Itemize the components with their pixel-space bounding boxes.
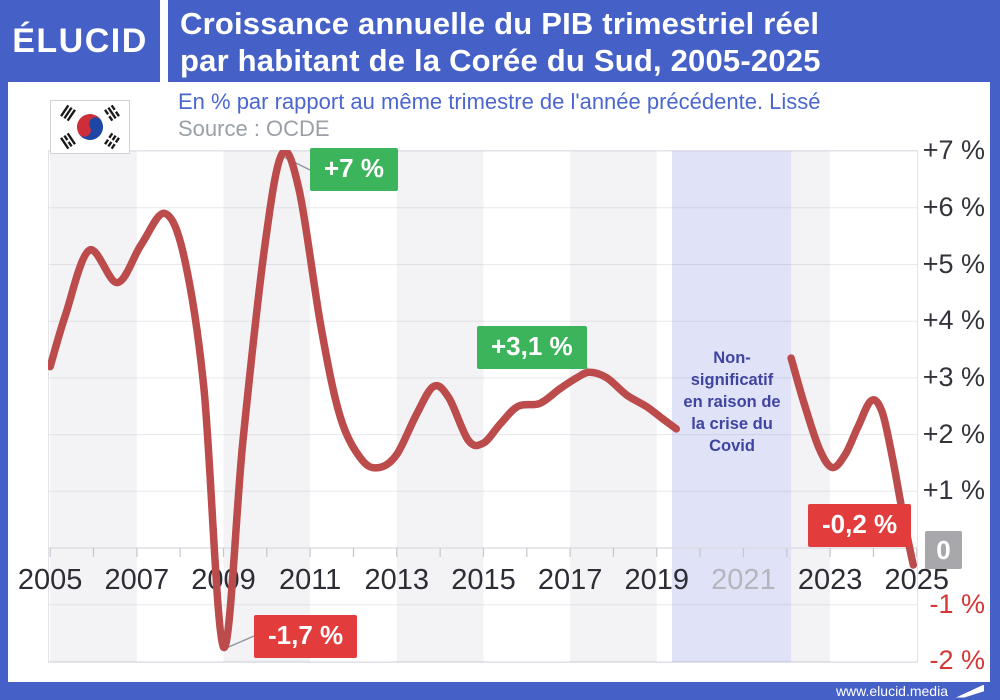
x-axis-label-2005: 2005: [17, 564, 83, 596]
source-label: Source : OCDE: [178, 116, 330, 141]
x-axis-label-2009: 2009: [191, 564, 256, 596]
covid-note-line: la crise du: [691, 415, 773, 433]
x-axis-label-2013: 2013: [364, 564, 430, 596]
chart-title: Croissance annuelle du PIB trimestriel r…: [168, 0, 1000, 79]
x-axis-label-2023: 2023: [797, 564, 863, 596]
left-border-strip: [0, 0, 8, 700]
y-axis-label: +1 %: [922, 475, 985, 506]
y-axis-label: +7 %: [922, 135, 985, 166]
chart-title-line2: par habitant de la Corée du Sud, 2005-20…: [180, 43, 821, 78]
elucid-logo: ÉLUCID: [0, 0, 160, 82]
right-border-strip: [990, 0, 1000, 700]
covid-note-line: en raison de: [683, 393, 781, 411]
annotation-badge-plus7: +7 %: [310, 148, 398, 191]
zero-axis-badge: 0: [925, 531, 962, 569]
y-axis-label: +2 %: [922, 418, 985, 449]
annotation-badge-minus02: -0,2 %: [808, 504, 912, 547]
annotation-badge-plus31: +3,1 %: [477, 326, 587, 369]
covid-note-line: Covid: [709, 437, 755, 455]
elucid-pennant-icon: [956, 684, 984, 698]
south-korea-flag-icon: [50, 100, 130, 154]
covid-note-line: significatif: [690, 371, 774, 389]
footer-bar: www.elucid.media: [0, 682, 1000, 700]
gdp-growth-line: [48, 150, 918, 651]
chart-title-line1: Croissance annuelle du PIB trimestriel r…: [180, 6, 820, 41]
y-axis-label: +5 %: [922, 248, 985, 279]
x-axis-label-2021: 2021: [711, 564, 776, 596]
elucid-logo-text: ÉLUCID: [12, 21, 148, 60]
y-axis-label: -2 %: [929, 645, 985, 676]
y-axis-label: -1 %: [929, 588, 985, 619]
x-axis-label-2019: 2019: [624, 564, 690, 596]
x-axis-label-2015: 2015: [451, 564, 516, 596]
footer-url: www.elucid.media: [835, 683, 948, 699]
covid-band-note: Non- significatif en raison de la crise …: [671, 347, 793, 457]
x-axis-label-2025: 2025: [884, 564, 950, 596]
covid-note-line: Non-: [713, 349, 751, 367]
y-axis-label: +4 %: [922, 305, 985, 336]
y-axis-label: +6 %: [922, 191, 985, 222]
chart-subtitle: En % par rapport au même trimestre de l'…: [178, 89, 821, 114]
y-axis-label: +3 %: [922, 361, 985, 392]
x-axis-label-2017: 2017: [537, 564, 603, 596]
title-block: Croissance annuelle du PIB trimestriel r…: [168, 0, 1000, 82]
x-axis-label-2011: 2011: [278, 564, 342, 596]
annotation-badge-minus17: -1,7 %: [254, 615, 358, 658]
x-axis-label-2007: 2007: [104, 564, 170, 596]
